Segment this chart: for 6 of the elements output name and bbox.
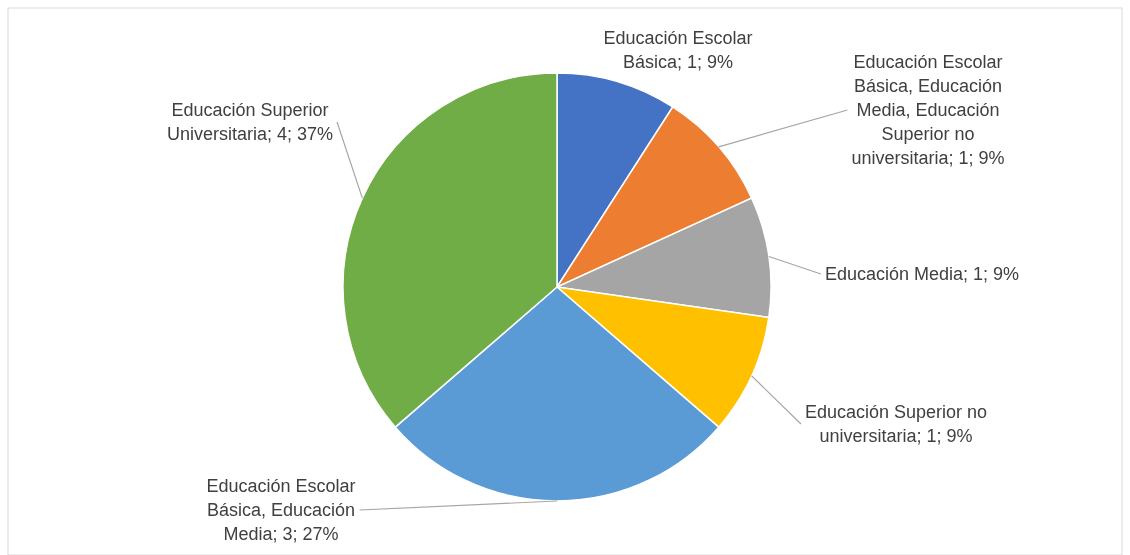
slice-label: Educación Superior Universitaria; 4; 37% [166, 100, 334, 144]
slice-label: Educación Escolar Básica, Educación Media; 3; 27% [206, 476, 356, 544]
slice-label: Educación Escolar Básica, Educación Media, Educación Superior no universitaria; 1; 9% [851, 52, 1005, 168]
slice-label: Educación Media; 1; 9% [824, 264, 1020, 284]
slice-label: Educación Superior no universitaria; 1; 9% [804, 402, 988, 446]
slice-label: Educación Escolar Básica; 1; 9% [603, 28, 753, 72]
